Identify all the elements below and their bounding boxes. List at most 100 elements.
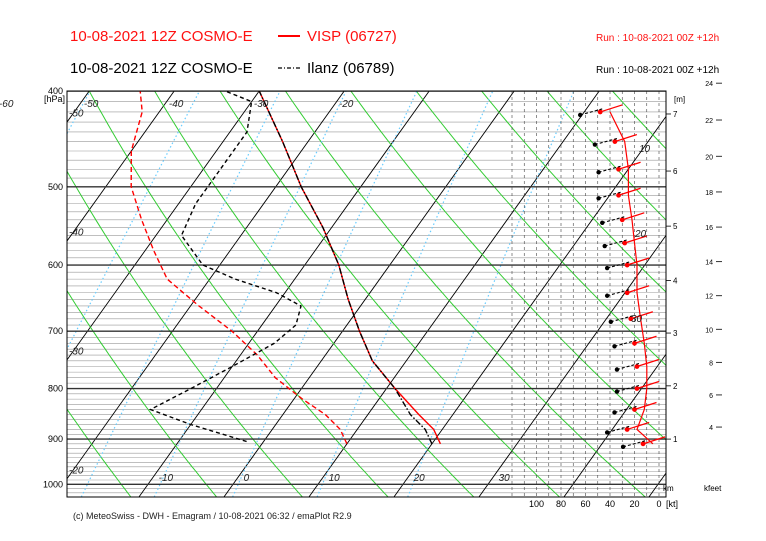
dry-adiabat [668,80,766,497]
legend-ilanz-line-icon [278,67,300,69]
km-unit-label: km [663,484,674,493]
height-tick-label: 6 [673,167,678,176]
wind-barb-staff-ilanz [622,440,646,448]
wind-speed-tick-label: 80 [556,499,566,509]
legend-visp-label: VISP (06727) [307,28,397,45]
legend-visp-line-icon [278,35,300,37]
isotherm-label-top: -20 [339,99,354,110]
feet-tick-label: 8 [709,360,713,367]
feet-tick-label: 16 [705,225,713,232]
wind-barb-staff-ilanz [607,289,630,297]
isotherm-line [563,353,666,497]
dry-adiabat [0,80,45,497]
legend-visp-line [276,28,302,46]
y-tick-label: 500 [48,182,63,192]
dry-adiabat [350,91,666,441]
isotherm-label-bottom: -10 [159,473,174,484]
wind-barb-staff-ilanz [614,339,637,347]
wind-barb-staff-ilanz [607,261,630,269]
height-tick-label: 1 [673,435,678,444]
y-tick-label: 800 [48,384,63,394]
legend-ilanz-line [276,60,302,78]
isotherm-label-left: -30 [69,346,84,357]
y-tick-label: 1000 [43,479,63,489]
wind-speed-tick-label: 60 [580,499,590,509]
isotherm-label-top: -30 [254,99,269,110]
dry-adiabat [733,80,766,497]
wind-barb-staff-visp [626,285,650,294]
y-axis-label: [hPa] [44,94,65,104]
isotherm-label-bottom: 0 [244,473,250,484]
title-visp: 10-08-2021 12Z COSMO-E [70,28,253,45]
feet-tick-label: 4 [709,425,713,432]
wind-barb-staff-visp [630,311,654,320]
isotherm-label-left: -50 [69,109,84,120]
kfeet-unit-label: kfeet [704,484,722,493]
isotherm-line [393,115,666,497]
wind-barb-staff-visp [624,235,647,244]
isotherm-line [67,91,345,480]
dry-adiabat [88,91,389,497]
wind-speed-tick-label: 0 [656,499,661,509]
isotherm-line [734,91,766,497]
series-dewpoint-ilanz [148,91,302,443]
y-tick-label: 900 [48,434,63,444]
wind-barb-staff-ilanz [604,239,627,247]
wind-grid-label: 10 [639,144,651,155]
isotherm-line [138,91,430,497]
dry-adiabat [480,91,666,293]
wind-barb-staff-visp [614,133,638,143]
wind-barb-staff-visp [636,358,660,368]
isotherm-line [478,234,666,497]
series-dewpoint-visp [130,91,348,445]
dry-adiabat [67,289,217,497]
feet-tick-label: 20 [705,154,713,161]
isotherm-label-left: -40 [69,228,84,239]
wind-barb-visp [640,441,646,447]
isotherm-label-left: -20 [69,465,84,476]
wind-barb-staff-ilanz [598,165,621,173]
wind-barb-staff-visp [626,421,650,431]
wind-barb-visp [612,139,618,144]
isotherm-line [308,91,600,497]
feet-tick-label: 6 [709,393,713,400]
wind-barb-staff-visp [622,212,645,221]
isotherm-label-top: -40 [169,99,184,110]
dry-adiabat [154,91,475,497]
legend-ilanz-label: Ilanz (06789) [307,60,395,77]
wind-barb-staff-visp [636,380,660,390]
y-tick-label: 400 [48,86,63,96]
wind-barb-staff-ilanz [616,384,640,393]
plot-frame [66,90,667,498]
wind-speed-profile-visp [609,111,654,445]
mixing-ratio-line [316,91,494,497]
wind-barb-staff-ilanz [616,362,640,371]
isotherm-line [67,91,175,242]
wind-barb-staff-ilanz [580,108,603,116]
feet-tick-label: 12 [705,294,713,301]
wind-barb-staff-visp [634,335,657,344]
wind-barb-visp [597,109,603,115]
dry-adiabat [219,91,560,497]
wind-barb-visp [616,166,621,172]
dry-adiabat [284,91,646,497]
wind-grid-label: 30 [631,314,643,325]
run-info-visp: Run : 10-08-2021 00Z +12h [596,33,720,44]
wind-barb-visp [634,386,640,391]
series-temperature-ilanz [258,91,433,445]
wind-barb-staff-visp [618,161,641,170]
wind-barb-visp [616,192,621,198]
wind-barb-staff-visp [634,401,657,411]
wind-barb-staff-ilanz [598,191,621,199]
feet-tick-label: 18 [705,190,713,197]
wind-barb-staff-visp [600,104,623,113]
wind-speed-tick-label: 40 [605,499,615,509]
feet-tick-label: 10 [705,327,713,334]
feet-tick-label: 22 [705,118,713,125]
height-axis-label: [m] [674,95,685,104]
wind-barb-visp [628,316,634,322]
isotherm-label-top: -50 [84,99,99,110]
wind-barb-staff-ilanz [610,315,633,323]
wind-barb-visp [634,364,640,369]
